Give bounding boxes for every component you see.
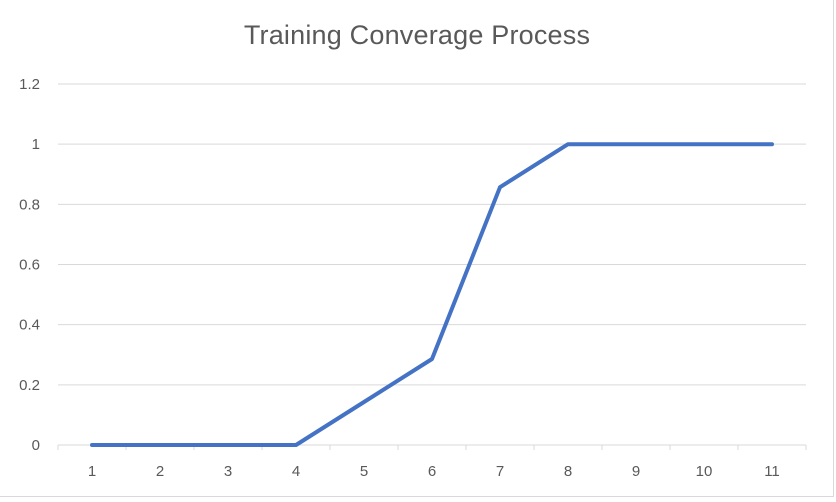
y-tick-label: 0 — [32, 437, 40, 454]
x-tick-label: 1 — [88, 463, 96, 480]
data-point — [294, 443, 298, 447]
x-tick-label: 5 — [360, 463, 368, 480]
data-point — [770, 142, 774, 146]
y-tick-label: 1.2 — [19, 76, 40, 93]
data-point — [226, 443, 230, 447]
data-point — [90, 443, 94, 447]
data-point — [430, 357, 434, 361]
y-tick-label: 0.8 — [19, 196, 40, 213]
data-point — [634, 142, 638, 146]
y-tick-label: 0.2 — [19, 377, 40, 394]
x-tick-label: 11 — [764, 463, 780, 480]
data-point — [158, 443, 162, 447]
x-tick-label: 4 — [292, 463, 300, 480]
x-tick-label: 7 — [496, 463, 504, 480]
data-point — [498, 185, 502, 189]
data-point — [702, 142, 706, 146]
x-tick-label: 2 — [156, 463, 164, 480]
data-point — [566, 142, 570, 146]
y-tick-label: 0.4 — [19, 317, 40, 334]
y-tick-label: 1 — [32, 136, 40, 153]
y-tick-label: 0.6 — [19, 257, 40, 274]
x-tick-label: 8 — [564, 463, 572, 480]
data-point — [362, 400, 366, 404]
x-tick-label: 10 — [696, 463, 713, 480]
x-tick-label: 3 — [224, 463, 232, 480]
x-tick-label: 9 — [632, 463, 640, 480]
chart-title: Training Converage Process — [243, 20, 591, 50]
x-tick-label: 6 — [428, 463, 436, 480]
series-line — [90, 142, 774, 447]
